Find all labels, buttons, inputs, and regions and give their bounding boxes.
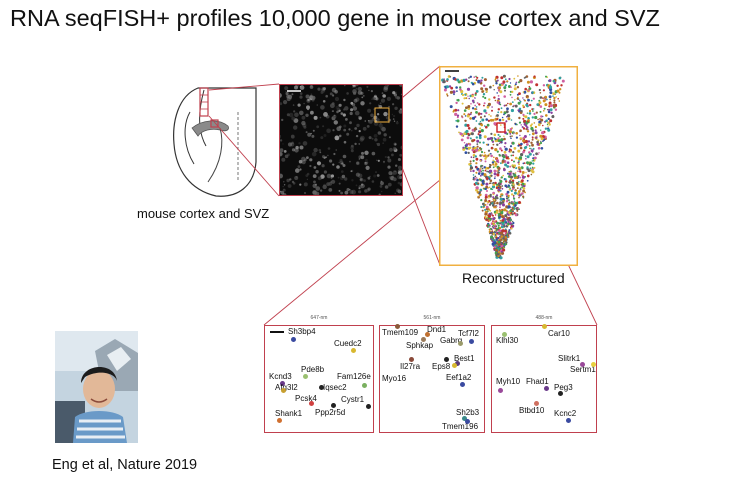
gene-dot	[366, 404, 371, 409]
gene-dot	[425, 332, 430, 337]
gene-label: Sertm1	[570, 365, 596, 374]
gene-label: Eps8	[432, 362, 451, 371]
gene-label: Afg3l2	[275, 383, 298, 392]
gene-dot	[362, 383, 367, 388]
scale-bar	[270, 331, 284, 333]
gene-dot	[502, 332, 507, 337]
brain-label: mouse cortex and SVZ	[137, 206, 270, 221]
gene-label: Kcnc2	[554, 409, 577, 418]
gene-dot	[558, 391, 563, 396]
gene-label: Peg3	[554, 383, 573, 392]
gene-label: Sh3bp4	[288, 327, 316, 336]
gene-panel-561: 561-nm Tmem109 Dnd1 Tcf7l2 Sphkap Gabrq …	[379, 315, 485, 433]
gene-label: Dnd1	[427, 325, 447, 334]
gene-panel-488: 488-nm Car10 Klhl30 Slitrk1 Sertm1 Myh10…	[491, 315, 597, 433]
citation: Eng et al, Nature 2019	[52, 457, 198, 473]
gene-label: Il27ra	[400, 362, 421, 371]
gene-dot	[331, 403, 336, 408]
gene-label: Kcnd3	[269, 372, 292, 381]
gene-label: Myo16	[382, 374, 407, 383]
gene-label: Pcsk4	[295, 394, 317, 403]
slide-title: RNA seqFISH+ profiles 10,000 gene in mou…	[10, 5, 660, 31]
gene-dot	[409, 357, 414, 362]
gene-label: Tcf7l2	[458, 329, 479, 338]
recon-label: Reconstructured	[462, 270, 565, 286]
gene-label: Gabrq	[440, 336, 463, 345]
gene-dot	[452, 363, 457, 368]
gene-label: Sphkap	[406, 341, 434, 350]
author-photo	[55, 331, 138, 443]
gene-dot	[319, 385, 324, 390]
gene-label: Cystr1	[341, 395, 365, 404]
gene-label: Myh10	[496, 377, 521, 386]
gene-label: Slitrk1	[558, 354, 581, 363]
gene-label: Tmem109	[382, 328, 419, 337]
gene-label: Pde8b	[301, 365, 325, 374]
panel-header: 561-nm	[423, 315, 441, 321]
gene-label: Best1	[454, 354, 475, 363]
gene-dot	[281, 388, 286, 393]
gene-dot	[580, 362, 585, 367]
gene-label: Sh2b3	[456, 408, 480, 417]
gene-label: Iqsec2	[323, 383, 347, 392]
gene-dot	[455, 361, 460, 366]
gene-dot	[542, 324, 547, 329]
gene-dot	[469, 339, 474, 344]
gene-dot	[291, 337, 296, 342]
gene-dot	[458, 341, 463, 346]
gene-dot	[462, 416, 467, 421]
gene-panel-647: 647-nm Sh3bp4 Cuedc2 Pde8b Kcnd3 Afg3l2 …	[264, 315, 374, 433]
gene-dot	[395, 324, 400, 329]
gene-label: Car10	[548, 329, 570, 338]
panel-header: 488-nm	[535, 315, 553, 321]
gene-label: Ppp2r5d	[315, 408, 346, 417]
gene-dot	[351, 348, 356, 353]
gene-dot	[280, 381, 285, 386]
gene-label: Fhad1	[526, 377, 549, 386]
gene-dot	[591, 362, 596, 367]
panel-header: 647-nm	[310, 315, 328, 321]
gene-label: Eef1a2	[446, 373, 472, 382]
gene-dot	[444, 357, 449, 362]
gene-dot	[498, 388, 503, 393]
gene-label: Btbd10	[519, 406, 545, 415]
gene-dot	[303, 374, 308, 379]
gene-label: Tmem196	[442, 422, 479, 431]
gene-dot	[460, 382, 465, 387]
reconstructed-image	[439, 66, 578, 266]
microscopy-image	[279, 84, 403, 196]
gene-dot	[465, 419, 470, 424]
gene-dot	[566, 418, 571, 423]
gene-label: Cuedc2	[334, 339, 362, 348]
gene-label: Klhl30	[496, 336, 519, 345]
gene-dot	[544, 386, 549, 391]
gene-dot	[309, 401, 314, 406]
gene-label: Shank1	[275, 409, 303, 418]
gene-dot	[534, 401, 539, 406]
brain-section-icon	[173, 87, 257, 197]
gene-label: Fam126e	[337, 372, 371, 381]
gene-dot	[277, 418, 282, 423]
gene-dot	[421, 337, 426, 342]
